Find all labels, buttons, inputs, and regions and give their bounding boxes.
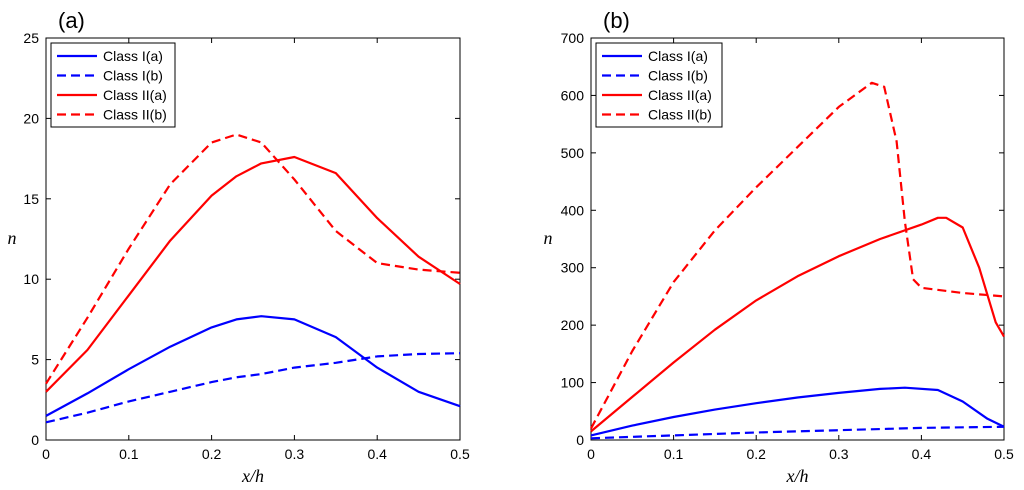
- x-axis-label: x/h: [241, 466, 264, 486]
- y-tick-label: 10: [23, 271, 39, 287]
- x-tick-label: 0: [42, 446, 50, 462]
- series-line-class-i-b-: [45, 352, 461, 424]
- x-tick-label: 0.2: [202, 446, 222, 462]
- panel-a: 0 0.1 0.2 0.3 0.4 0.5 0 5 10 15 20 25 x/h n (a) Class I…: [8, 8, 470, 486]
- x-tick-label: 0.1: [119, 446, 139, 462]
- legend-label: Class I(a): [103, 48, 163, 64]
- y-tick-label: 15: [23, 191, 39, 207]
- y-tick-label: 0: [576, 432, 584, 448]
- legend-label: Class I(b): [103, 68, 163, 84]
- y-tick-label: 100: [561, 375, 585, 391]
- panel-b: 0 0.1 0.2 0.3 0.4 0.5 0 100 200 300 400 500 600 700 x/…: [544, 8, 1014, 486]
- y-tick-label: 600: [561, 87, 585, 103]
- y-tick-label: 20: [23, 110, 39, 126]
- x-tick-label: 0.2: [746, 446, 766, 462]
- x-tick-label: 0.5: [994, 446, 1014, 462]
- series-line-class-ii-b-: [590, 81, 1005, 430]
- legend-label: Class I(a): [648, 48, 708, 64]
- y-axis-label: n: [544, 228, 553, 248]
- x-tick-label: 0.3: [829, 446, 849, 462]
- y-tick-label: 500: [561, 145, 585, 161]
- series-line-class-ii-b-: [45, 133, 461, 385]
- x-tick-label: 0.3: [285, 446, 305, 462]
- x-axis-label: x/h: [786, 466, 809, 486]
- panel-label: (a): [58, 8, 85, 33]
- legend-label: Class II(b): [648, 107, 712, 123]
- series-line-class-i-a-: [590, 386, 1005, 437]
- y-tick-label: 25: [23, 30, 39, 46]
- x-tick-label: 0: [587, 446, 595, 462]
- y-tick-label: 400: [561, 202, 585, 218]
- y-tick-label: 700: [561, 30, 585, 46]
- series-line-class-i-a-: [45, 315, 461, 417]
- y-tick-label: 300: [561, 260, 585, 276]
- series-line-class-ii-a-: [45, 155, 461, 393]
- panel-label: (b): [603, 8, 630, 33]
- legend-label: Class II(a): [648, 87, 712, 103]
- x-tick-label: 0.5: [450, 446, 470, 462]
- x-tick-label: 0.4: [912, 446, 932, 462]
- y-tick-label: 5: [31, 352, 39, 368]
- y-axis-label: n: [8, 228, 17, 248]
- y-tick-label: 200: [561, 317, 585, 333]
- series-line-class-ii-a-: [590, 216, 1005, 433]
- legend-label: Class I(b): [648, 68, 708, 84]
- x-tick-label: 0.4: [367, 446, 387, 462]
- series-line-class-i-b-: [590, 425, 1005, 440]
- x-tick-label: 0.1: [664, 446, 684, 462]
- y-tick-label: 0: [31, 432, 39, 448]
- legend-label: Class II(b): [103, 107, 167, 123]
- legend-label: Class II(a): [103, 87, 167, 103]
